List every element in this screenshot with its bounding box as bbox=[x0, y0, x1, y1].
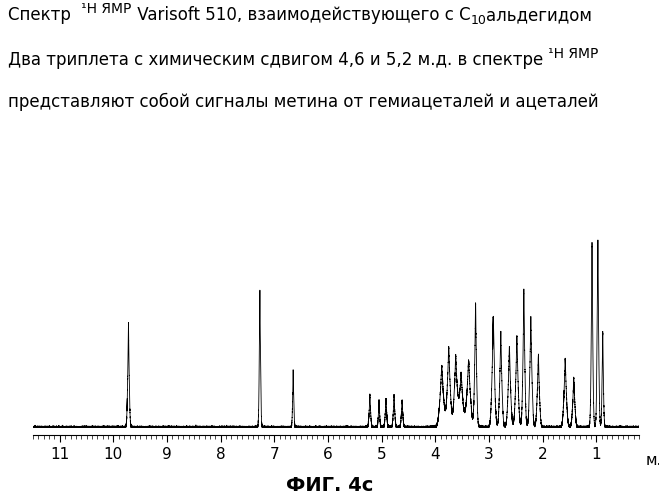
Text: Два триплета с химическим сдвигом 4,6 и 5,2 м.д. в спектре: Два триплета с химическим сдвигом 4,6 и … bbox=[8, 51, 548, 69]
Text: ФИГ. 4с: ФИГ. 4с bbox=[286, 476, 373, 495]
Text: представляют собой сигналы метина от гемиацеталей и ацеталей: представляют собой сигналы метина от гем… bbox=[8, 93, 598, 111]
Text: 10: 10 bbox=[471, 14, 486, 27]
Text: Спектр: Спектр bbox=[8, 6, 81, 24]
Text: м.д.: м.д. bbox=[645, 452, 659, 467]
Text: альдегидом: альдегидом bbox=[486, 6, 592, 24]
Text: ¹H ЯМР: ¹H ЯМР bbox=[81, 2, 132, 16]
Text: Varisoft 510, взаимодействующего с С: Varisoft 510, взаимодействующего с С bbox=[132, 6, 471, 24]
Text: ¹H ЯМР: ¹H ЯМР bbox=[548, 47, 599, 61]
